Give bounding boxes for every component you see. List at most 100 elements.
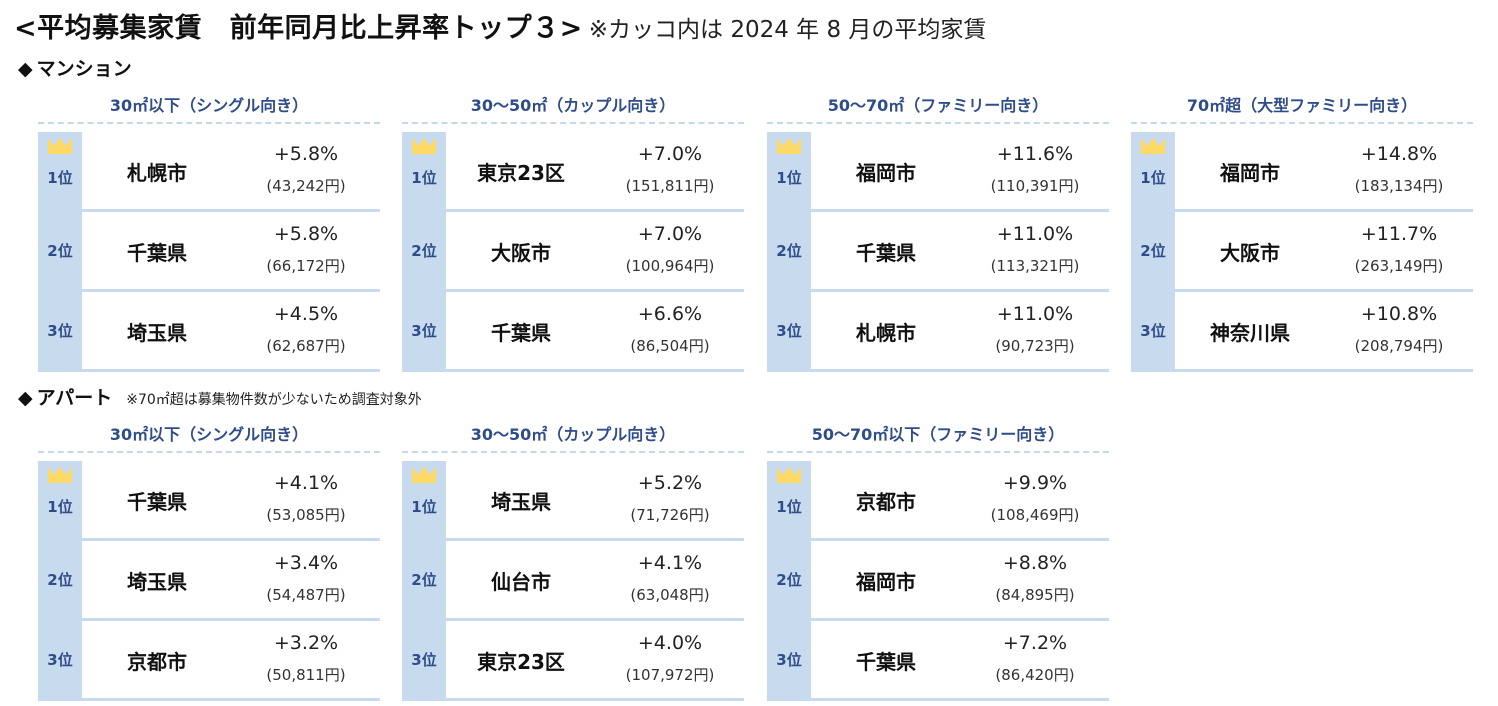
rank-label: 1位 xyxy=(47,498,73,516)
average-rent: (71,726円) xyxy=(630,506,710,524)
rank-label: 1位 xyxy=(776,498,802,516)
dashed-divider xyxy=(1131,122,1473,124)
rank-row: 1位 千葉県 +4.1% (53,085円) xyxy=(38,461,380,541)
crown-icon xyxy=(776,137,802,154)
average-rent: (183,134円) xyxy=(1354,177,1444,195)
group-title: 70㎡超（大型ファミリー向き） xyxy=(1186,96,1418,115)
average-rent: (86,504円) xyxy=(630,337,710,355)
rank-row: 3位 神奈川県 +10.8% (208,794円) xyxy=(1131,292,1473,372)
rank-badge: 1位 xyxy=(402,132,446,209)
rank-row: 3位 京都市 +3.2% (50,811円) xyxy=(38,621,380,701)
rank-badge: 3位 xyxy=(38,292,82,369)
figures: +4.0% (107,972円) xyxy=(596,621,744,701)
rank-badge: 3位 xyxy=(767,292,811,369)
ranking-group-apart-2: 30～50㎡（カップル向き） 1位 埼玉県 +5.2% (71,726円) 2位 仙台市 +4… xyxy=(402,421,744,701)
rank-label: 3位 xyxy=(47,322,73,340)
rank-row: 3位 千葉県 +7.2% (86,420円) xyxy=(767,621,1109,701)
section-label: マンション xyxy=(36,58,132,80)
rank-label: 2位 xyxy=(1140,242,1166,260)
group-title: 30～50㎡（カップル向き） xyxy=(470,425,676,444)
figures: +11.0% (90,723円) xyxy=(961,292,1109,372)
increase-rate: +7.0% xyxy=(637,143,703,165)
ranking-group-mansion-1: 30㎡以下（シングル向き） 1位 札幌市 +5.8% (43,242円) 2位 千葉県 +5.… xyxy=(38,92,380,372)
increase-rate: +14.8% xyxy=(1360,143,1438,165)
rank-label: 1位 xyxy=(47,169,73,187)
area-name: 大阪市 xyxy=(1220,240,1280,265)
increase-rate: +7.0% xyxy=(637,223,703,245)
increase-rate: +11.0% xyxy=(996,303,1074,325)
page-title-row: <平均募集家賃 前年同月比上昇率トップ３> ※カッコ内は 2024 年 8 月の… xyxy=(14,6,986,46)
rank-label: 1位 xyxy=(776,169,802,187)
area-name: 東京23区 xyxy=(477,160,565,185)
section-note: ※70㎡超は募集物件数が少ないため調査対象外 xyxy=(126,392,422,408)
figures: +11.0% (113,321円) xyxy=(961,212,1109,292)
average-rent: (53,085円) xyxy=(266,506,346,524)
area-name: 京都市 xyxy=(856,489,916,514)
figures: +7.0% (151,811円) xyxy=(596,132,744,212)
group-title: 30㎡以下（シングル向き） xyxy=(109,96,309,115)
figures: +3.4% (54,487円) xyxy=(232,541,380,621)
rank-badge: 2位 xyxy=(1131,212,1175,289)
section-label: アパート xyxy=(36,387,113,409)
rank-label: 1位 xyxy=(411,498,437,516)
rank-label: 2位 xyxy=(47,242,73,260)
rank-row: 1位 東京23区 +7.0% (151,811円) xyxy=(402,132,744,212)
group-title: 50～70㎡以下（ファミリー向き） xyxy=(811,425,1065,444)
page-title: <平均募集家賃 前年同月比上昇率トップ３> xyxy=(14,13,583,44)
average-rent: (107,972円) xyxy=(625,666,715,684)
figures: +9.9% (108,469円) xyxy=(961,461,1109,541)
rank-badge: 3位 xyxy=(767,621,811,698)
average-rent: (54,487円) xyxy=(266,586,346,604)
area-name: 神奈川県 xyxy=(1210,320,1290,345)
area-name: 大阪市 xyxy=(491,240,551,265)
dashed-divider xyxy=(767,122,1109,124)
area-name: 千葉県 xyxy=(856,240,916,265)
ranking-group-mansion-4: 70㎡超（大型ファミリー向き） 1位 福岡市 +14.8% (183,134円) 2位 大阪… xyxy=(1131,92,1473,372)
area-name: 千葉県 xyxy=(856,649,916,674)
increase-rate: +3.4% xyxy=(273,552,339,574)
area-name: 札幌市 xyxy=(127,160,187,185)
figures: +5.8% (43,242円) xyxy=(232,132,380,212)
rank-badge: 2位 xyxy=(38,541,82,618)
rank-row: 3位 札幌市 +11.0% (90,723円) xyxy=(767,292,1109,372)
dashed-divider xyxy=(767,451,1109,453)
average-rent: (263,149円) xyxy=(1354,257,1444,275)
rank-badge: 2位 xyxy=(402,541,446,618)
increase-rate: +5.8% xyxy=(273,223,339,245)
figures: +10.8% (208,794円) xyxy=(1325,292,1473,372)
rank-row: 3位 埼玉県 +4.5% (62,687円) xyxy=(38,292,380,372)
rank-row: 2位 福岡市 +8.8% (84,895円) xyxy=(767,541,1109,621)
figures: +4.5% (62,687円) xyxy=(232,292,380,372)
rank-row: 1位 京都市 +9.9% (108,469円) xyxy=(767,461,1109,541)
increase-rate: +11.6% xyxy=(996,143,1074,165)
diamond-icon: ◆ xyxy=(18,58,33,80)
crown-icon xyxy=(47,137,73,154)
area-name: 福岡市 xyxy=(1220,160,1280,185)
average-rent: (208,794円) xyxy=(1354,337,1444,355)
page-title-note: ※カッコ内は 2024 年 8 月の平均家賃 xyxy=(588,17,987,43)
area-name: 千葉県 xyxy=(491,320,551,345)
dashed-divider xyxy=(38,451,380,453)
diamond-icon: ◆ xyxy=(18,387,33,409)
increase-rate: +8.8% xyxy=(1002,552,1068,574)
rank-badge: 1位 xyxy=(38,132,82,209)
increase-rate: +11.0% xyxy=(996,223,1074,245)
figures: +4.1% (53,085円) xyxy=(232,461,380,541)
average-rent: (50,811円) xyxy=(266,666,346,684)
figures: +6.6% (86,504円) xyxy=(596,292,744,372)
area-name: 埼玉県 xyxy=(127,569,187,594)
rank-badge: 1位 xyxy=(402,461,446,538)
increase-rate: +11.7% xyxy=(1360,223,1438,245)
rank-row: 2位 埼玉県 +3.4% (54,487円) xyxy=(38,541,380,621)
figures: +14.8% (183,134円) xyxy=(1325,132,1473,212)
rank-row: 1位 埼玉県 +5.2% (71,726円) xyxy=(402,461,744,541)
area-name: 福岡市 xyxy=(856,569,916,594)
average-rent: (110,391円) xyxy=(990,177,1080,195)
rank-badge: 1位 xyxy=(38,461,82,538)
increase-rate: +5.8% xyxy=(273,143,339,165)
figures: +7.0% (100,964円) xyxy=(596,212,744,292)
rank-label: 2位 xyxy=(47,571,73,589)
average-rent: (90,723円) xyxy=(995,337,1075,355)
rank-label: 3位 xyxy=(776,322,802,340)
rank-row: 1位 福岡市 +11.6% (110,391円) xyxy=(767,132,1109,212)
